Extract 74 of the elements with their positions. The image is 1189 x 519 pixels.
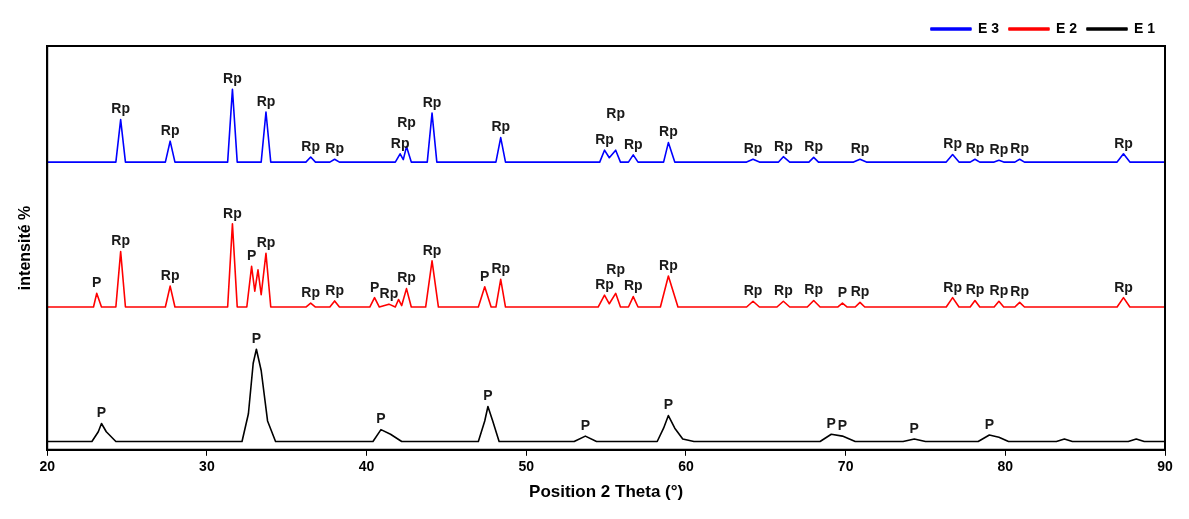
annotation: Rp [325, 281, 344, 298]
annotation: Rp [422, 241, 442, 258]
annotation: Rp [595, 131, 614, 148]
annotation: P [369, 278, 380, 295]
annotation: Rp [256, 234, 276, 251]
annotation: Rp [301, 137, 321, 154]
annotation: P [837, 283, 848, 300]
annotation: P [96, 404, 107, 421]
annotation: P [376, 410, 386, 427]
annotation: P [984, 415, 995, 432]
legend-label: E 3 [977, 19, 1000, 36]
annotation: Rp [397, 114, 416, 131]
x-tick-label: 90 [1157, 458, 1173, 475]
annotation: Rp [989, 141, 1009, 158]
x-tick-label: 80 [997, 458, 1014, 475]
annotation: Rp [301, 283, 321, 300]
x-axis-title: Position 2 Theta (°) [529, 482, 684, 502]
annotation: Rp [804, 281, 824, 298]
annotation: P [580, 416, 591, 433]
annotation: Rp [397, 269, 416, 286]
annotation: Rp [422, 93, 442, 110]
annotation: Rp [606, 105, 626, 122]
x-tick-label: 20 [39, 458, 56, 475]
annotation: Rp [659, 256, 678, 273]
x-tick-label: 40 [358, 458, 375, 475]
annotation: Rp [623, 135, 643, 152]
annotation: Rp [491, 260, 511, 277]
annotation: Rp [223, 204, 242, 221]
annotation: P [483, 387, 493, 404]
annotation: Rp [325, 140, 344, 157]
annotation: Rp [223, 70, 242, 87]
annotation: P [663, 396, 674, 413]
annotation: Rp [743, 282, 763, 299]
x-tick-label: 30 [199, 458, 215, 475]
annotation: Rp [774, 282, 793, 299]
annotation: P [92, 274, 102, 291]
annotation: Rp [491, 118, 511, 135]
annotation: Rp [111, 232, 130, 249]
annotation: P [837, 416, 848, 433]
annotation: Rp [623, 277, 643, 294]
annotation: P [480, 267, 490, 284]
annotation: Rp [850, 140, 870, 157]
annotation: Rp [606, 261, 626, 278]
x-tick-label: 70 [837, 458, 854, 475]
x-tick-label: 60 [678, 458, 694, 475]
annotation: Rp [774, 137, 793, 154]
annotation: Rp [160, 122, 180, 139]
annotation: Rp [965, 140, 985, 157]
annotation: P [251, 330, 262, 347]
annotation: Rp [743, 140, 763, 157]
annotation: Rp [1114, 134, 1133, 151]
y-axis-title: intensité % [16, 205, 34, 291]
annotation: Rp [1010, 140, 1030, 157]
annotation: Rp [390, 134, 410, 151]
x-tick-label: 50 [518, 458, 535, 475]
annotation: Rp [965, 281, 985, 298]
annotation: Rp [1114, 278, 1133, 295]
annotation: Rp [804, 138, 824, 155]
annotation: Rp [943, 278, 962, 295]
annotation: P [826, 415, 836, 432]
annotation: Rp [850, 283, 870, 300]
annotation: P [909, 419, 919, 436]
annotation: Rp [379, 285, 399, 301]
annotation: Rp [160, 266, 180, 283]
annotation: P [246, 247, 257, 264]
annotation: Rp [943, 135, 962, 152]
annotation: Rp [256, 92, 276, 109]
annotation: Rp [1010, 283, 1030, 300]
legend-label: E 2 [1055, 19, 1078, 36]
legend-label: E 1 [1133, 19, 1156, 36]
annotation: Rp [111, 100, 130, 117]
annotation: Rp [989, 282, 1009, 299]
annotation: Rp [595, 275, 614, 292]
annotation: Rp [659, 123, 678, 140]
